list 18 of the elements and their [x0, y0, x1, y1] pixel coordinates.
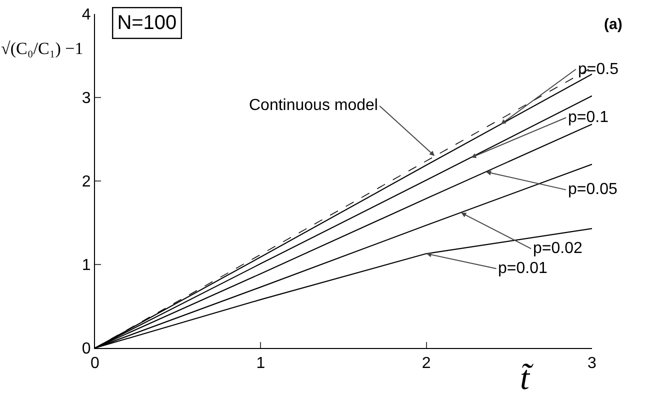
x-tick-label: 2 [422, 355, 431, 372]
annotation: p=0.05 [568, 181, 618, 198]
y-tick-label: 3 [82, 90, 91, 108]
annotation: Continuous model [249, 97, 378, 114]
y-tick-label: 1 [82, 257, 91, 274]
text: (a) [604, 16, 622, 33]
y-tick-label: 4 [82, 6, 91, 24]
y-axis-title: √(C₀/C₁) −1 [1, 39, 84, 58]
x-tick-label: 1 [256, 355, 266, 372]
annotation: p=0.01 [498, 260, 548, 277]
chart-title: N=100 [117, 12, 177, 34]
x-axis-title: t̃ [520, 360, 534, 397]
annotation: p=0.02 [533, 240, 582, 257]
y-tick-label: 2 [82, 174, 91, 191]
x-tick-label: 3 [588, 355, 597, 372]
y-tick-label: 0 [82, 340, 91, 358]
annotation: p=0.1 [568, 109, 609, 126]
annotation: p=0.5 [578, 61, 619, 78]
